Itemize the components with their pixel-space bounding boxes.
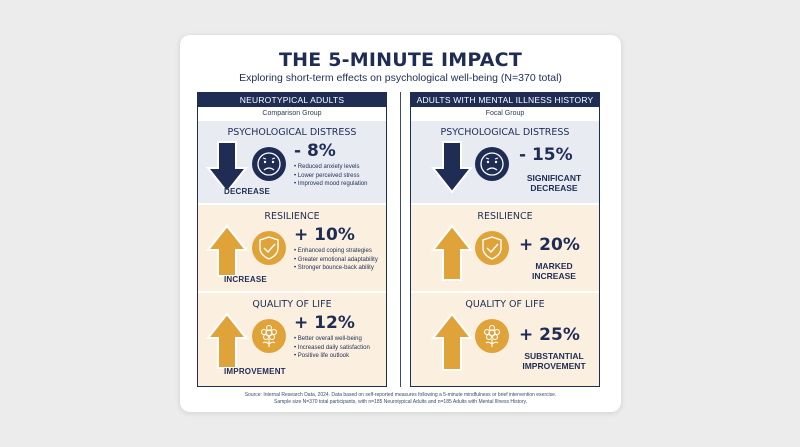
source-footer: Source: Internal Research Data, 2024. Da… [180, 392, 621, 406]
caption-line: IMPROVEMENT [522, 361, 586, 371]
neurotypical-column: NEUROTYPICAL ADULTS Comparison Group PSY… [197, 92, 387, 387]
bullet-item: Reduced anxiety levels [294, 163, 368, 172]
down-arrow-icon [206, 141, 248, 194]
quality-of-life-section: QUALITY OF LIFE + 12% Better overall wel… [198, 293, 386, 386]
sad-face-icon [475, 147, 509, 181]
bullet-item: Improved mood regulation [294, 180, 368, 189]
resilience-caption: MARKED INCREASE [509, 261, 599, 281]
bullet-item: Greater emotional adaptability [294, 256, 378, 265]
resilience-section: RESILIENCE + 20% MARKED INCREASE [411, 205, 599, 291]
section-title: RESILIENCE [477, 211, 533, 222]
up-arrow-icon [431, 224, 473, 281]
column-header: ADULTS WITH MENTAL ILLNESS HISTORY [411, 93, 599, 107]
quality-of-life-value: + 25% [519, 325, 580, 345]
bullet-item: Positive life outlook [294, 352, 370, 361]
footer-line: Sample size N=370 total participants, wi… [274, 399, 527, 405]
shield-check-icon [475, 231, 509, 265]
page-title: THE 5-MINUTE IMPACT [279, 49, 522, 71]
resilience-caption: INCREASE [224, 275, 267, 284]
resilience-value: + 20% [519, 235, 580, 255]
distress-section: PSYCHOLOGICAL DISTRESS - 8% Reduced anxi… [198, 121, 386, 203]
resilience-section: RESILIENCE + 10% Enhanced coping strateg… [198, 205, 386, 291]
distress-caption: DECREASE [224, 187, 271, 196]
column-subheader: Comparison Group [198, 107, 386, 121]
section-title: QUALITY OF LIFE [252, 299, 332, 310]
distress-caption: SIGNIFICANT DECREASE [509, 173, 599, 193]
distress-bullets: Reduced anxiety levels Lower perceived s… [294, 163, 368, 189]
bullet-item: Increased daily satisfaction [294, 344, 370, 353]
page-subtitle: Exploring short-term effects on psycholo… [239, 72, 562, 84]
section-title: RESILIENCE [264, 211, 320, 222]
flower-icon [252, 319, 286, 353]
column-header: NEUROTYPICAL ADULTS [198, 93, 386, 107]
distress-value: - 8% [294, 141, 336, 161]
section-title: PSYCHOLOGICAL DISTRESS [227, 127, 357, 138]
quality-of-life-caption: SUBSTANTIAL IMPROVEMENT [509, 351, 599, 371]
section-title: QUALITY OF LIFE [465, 299, 545, 310]
caption-line: SIGNIFICANT [526, 173, 582, 183]
distress-section: PSYCHOLOGICAL DISTRESS - 15% SIGNIFICANT… [411, 121, 599, 203]
bullet-item: Better overall well-being [294, 335, 370, 344]
up-arrow-icon [206, 312, 248, 369]
quality-of-life-caption: IMPROVEMENT [224, 367, 286, 376]
bullet-item: Enhanced coping strategies [294, 247, 378, 256]
caption-line: DECREASE [530, 183, 578, 193]
up-arrow-icon [431, 312, 473, 371]
sad-face-icon [252, 147, 286, 181]
infographic-card: THE 5-MINUTE IMPACT Exploring short-term… [180, 35, 621, 412]
bullet-item: Stronger bounce-back ability [294, 264, 378, 273]
mental-illness-history-column: ADULTS WITH MENTAL ILLNESS HISTORY Focal… [410, 92, 600, 387]
down-arrow-icon [431, 141, 473, 194]
section-title: PSYCHOLOGICAL DISTRESS [440, 127, 570, 138]
footer-line: Source: Internal Research Data, 2024. Da… [244, 392, 557, 398]
caption-line: MARKED [535, 261, 573, 271]
column-divider [400, 92, 401, 387]
shield-check-icon [252, 231, 286, 265]
quality-of-life-bullets: Better overall well-being Increased dail… [294, 335, 370, 361]
distress-value: - 15% [519, 145, 573, 165]
resilience-bullets: Enhanced coping strategies Greater emoti… [294, 247, 378, 273]
caption-line: SUBSTANTIAL [524, 351, 584, 361]
column-subheader: Focal Group [411, 107, 599, 121]
up-arrow-icon [206, 224, 248, 277]
bullet-item: Lower perceived stress [294, 172, 368, 181]
quality-of-life-value: + 12% [294, 313, 355, 333]
caption-line: INCREASE [532, 271, 576, 281]
resilience-value: + 10% [294, 225, 355, 245]
flower-icon [475, 319, 509, 353]
quality-of-life-section: QUALITY OF LIFE + 25% SUBSTANTIAL IMPROV… [411, 293, 599, 386]
